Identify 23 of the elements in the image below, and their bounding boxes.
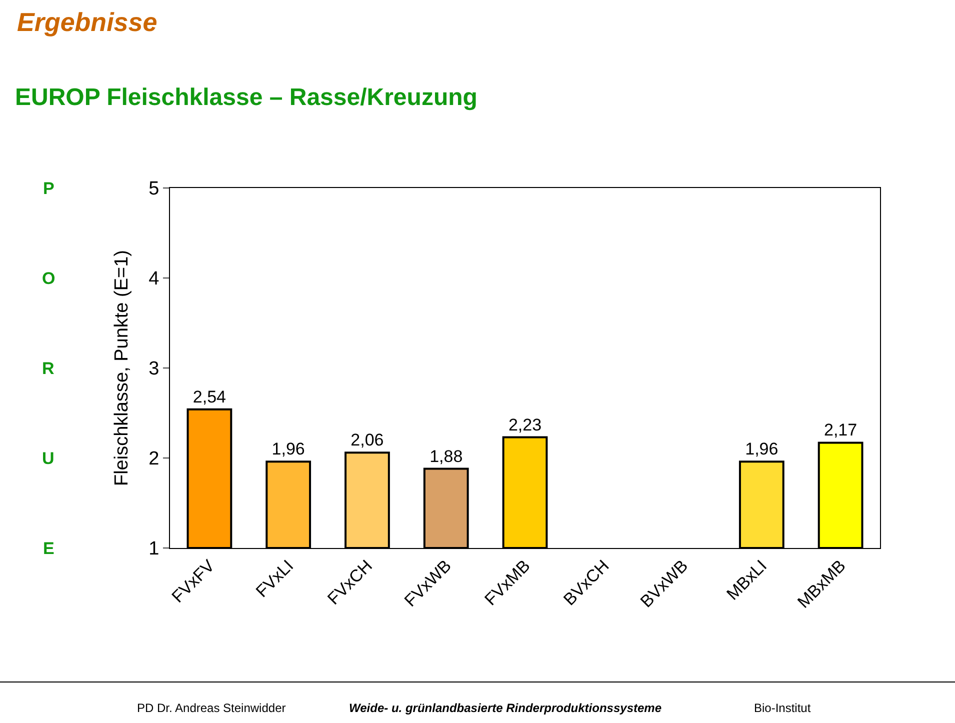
text: P bbox=[43, 179, 54, 198]
text: Weide- u. grünlandbasierte Rinderproduktionssysteme bbox=[349, 701, 662, 715]
text: E bbox=[43, 539, 54, 558]
text: R bbox=[42, 359, 54, 378]
data-label: 2,54 bbox=[192, 387, 226, 406]
y-tick-label: 2 bbox=[148, 448, 160, 470]
data-label: 2,23 bbox=[508, 415, 542, 434]
data-label: 1,96 bbox=[745, 440, 778, 459]
text: Bio-Institut bbox=[754, 701, 812, 715]
data-label: 1,96 bbox=[272, 440, 305, 459]
data-label: 1,88 bbox=[430, 446, 463, 466]
y-tick-label: 3 bbox=[148, 358, 160, 380]
text: O bbox=[42, 269, 56, 288]
data-label: 2,06 bbox=[350, 430, 384, 450]
text: Ergebnisse bbox=[17, 7, 158, 37]
y-tick-label: 4 bbox=[148, 268, 160, 290]
data-label: 2,17 bbox=[824, 420, 858, 440]
y-tick-label: 1 bbox=[148, 538, 160, 560]
text: U bbox=[42, 449, 54, 468]
y-tick-label: 5 bbox=[148, 178, 160, 200]
text: PD Dr. Andreas Steinwidder bbox=[137, 701, 286, 715]
chart-title: EUROP Fleischklasse – Rasse/Kreuzung bbox=[15, 84, 478, 111]
y-axis-title: Fleischklasse, Punkte (E=1) bbox=[111, 250, 132, 486]
